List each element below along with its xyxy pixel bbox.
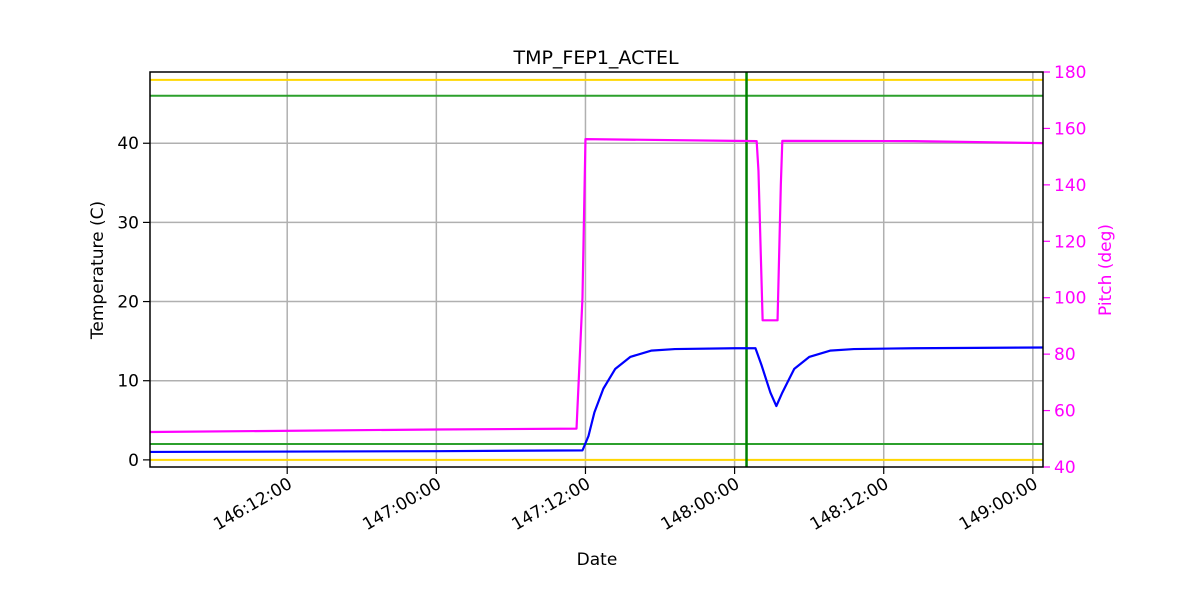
- y2-tick-label: 60: [1054, 402, 1076, 422]
- y-tick-label: 20: [117, 293, 139, 313]
- y2-tick-label: 80: [1054, 345, 1076, 365]
- y2-tick-label: 40: [1054, 458, 1076, 478]
- x-tick-label: 148:00:00: [658, 474, 743, 535]
- y2-tick-label: 120: [1054, 232, 1086, 252]
- y2-tick-label: 100: [1054, 289, 1086, 309]
- y-axis-label: Temperature (C): [88, 201, 108, 340]
- y-tick-label: 10: [117, 372, 139, 392]
- series-line: [149, 346, 1044, 454]
- chart-title: TMP_FEP1_ACTEL: [512, 47, 678, 69]
- y-tick-label: 40: [117, 134, 139, 154]
- y-tick-label: 0: [128, 451, 139, 471]
- plot-frame: [149, 71, 1044, 468]
- y-tick-label: 30: [117, 213, 139, 233]
- x-axis-label: Date: [577, 550, 618, 570]
- y2-tick-label: 140: [1054, 176, 1086, 196]
- x-tick-label: 148:12:00: [807, 474, 892, 535]
- x-tick-label: 146:12:00: [210, 474, 295, 535]
- y2-tick-label: 160: [1054, 119, 1086, 139]
- y2-tick-label: 180: [1054, 63, 1086, 83]
- series-line: [149, 138, 1044, 434]
- y2-axis-label: Pitch (deg): [1096, 224, 1116, 316]
- x-tick-label: 147:00:00: [359, 474, 444, 535]
- x-tick-label: 149:00:00: [956, 474, 1041, 535]
- x-tick-label: 147:12:00: [508, 474, 593, 535]
